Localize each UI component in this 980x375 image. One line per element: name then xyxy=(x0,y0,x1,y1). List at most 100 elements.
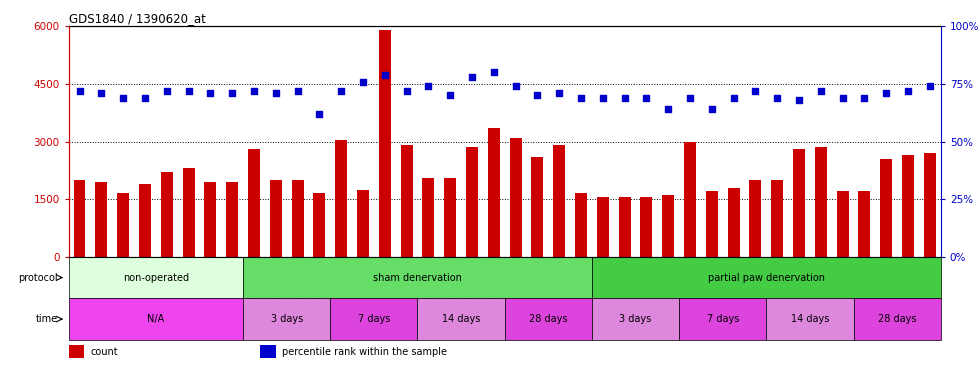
Point xyxy=(813,88,829,94)
Bar xyxy=(592,298,679,340)
Bar xyxy=(505,298,592,340)
Bar xyxy=(243,257,592,298)
Text: 28 days: 28 days xyxy=(878,314,916,324)
Bar xyxy=(118,194,129,257)
Point xyxy=(180,88,196,94)
Bar xyxy=(379,30,391,257)
Point xyxy=(704,106,719,112)
Point xyxy=(552,90,567,96)
Point xyxy=(857,95,872,101)
Bar xyxy=(69,345,84,358)
Point xyxy=(616,95,632,101)
Bar xyxy=(554,146,565,257)
Bar xyxy=(641,197,653,257)
Bar xyxy=(903,155,914,257)
Point xyxy=(442,92,458,98)
Bar xyxy=(575,194,587,257)
Point xyxy=(72,88,87,94)
Point xyxy=(203,90,219,96)
Point xyxy=(748,88,763,94)
Point xyxy=(639,95,655,101)
Point xyxy=(116,95,131,101)
Text: 7 days: 7 days xyxy=(358,314,390,324)
Text: protocol: protocol xyxy=(19,273,58,283)
Bar xyxy=(69,298,243,340)
Text: time: time xyxy=(36,314,58,324)
Bar xyxy=(243,298,330,340)
Point xyxy=(901,88,916,94)
Text: 3 days: 3 days xyxy=(270,314,303,324)
Bar xyxy=(618,197,630,257)
Bar xyxy=(314,194,325,257)
Bar xyxy=(510,138,521,257)
Text: 28 days: 28 days xyxy=(529,314,567,324)
Point xyxy=(420,83,436,89)
Bar xyxy=(924,153,936,257)
Bar xyxy=(750,180,761,257)
Point xyxy=(377,72,393,78)
Point xyxy=(726,95,742,101)
Text: percentile rank within the sample: percentile rank within the sample xyxy=(282,347,447,357)
Bar xyxy=(597,197,609,257)
Bar xyxy=(292,180,304,257)
Bar xyxy=(182,168,194,257)
Point xyxy=(137,95,153,101)
Bar xyxy=(488,128,500,257)
Text: 14 days: 14 days xyxy=(442,314,480,324)
Bar xyxy=(161,172,172,257)
Point xyxy=(878,90,894,96)
Bar xyxy=(837,192,849,257)
Bar xyxy=(69,257,243,298)
Bar xyxy=(679,298,766,340)
Bar xyxy=(858,192,870,257)
Point xyxy=(791,97,807,103)
Bar xyxy=(417,298,505,340)
Bar xyxy=(444,178,456,257)
Text: GDS1840 / 1390620_at: GDS1840 / 1390620_at xyxy=(69,12,206,25)
Point xyxy=(246,88,262,94)
Point xyxy=(573,95,589,101)
Text: 14 days: 14 days xyxy=(791,314,829,324)
Point xyxy=(224,90,240,96)
Text: non-operated: non-operated xyxy=(122,273,189,283)
Point xyxy=(93,90,109,96)
Point xyxy=(268,90,283,96)
Bar xyxy=(815,147,827,257)
Point xyxy=(399,88,415,94)
Point xyxy=(769,95,785,101)
Text: 3 days: 3 days xyxy=(619,314,652,324)
Point xyxy=(922,83,938,89)
Bar xyxy=(880,159,892,257)
Text: N/A: N/A xyxy=(147,314,165,324)
Point xyxy=(508,83,523,89)
Text: sham denervation: sham denervation xyxy=(373,273,462,283)
Bar xyxy=(531,157,543,257)
Bar xyxy=(422,178,434,257)
Bar xyxy=(95,182,107,257)
Bar xyxy=(592,257,941,298)
Bar xyxy=(139,184,151,257)
Bar xyxy=(728,188,740,257)
Point xyxy=(465,74,480,80)
Bar xyxy=(766,298,854,340)
Point xyxy=(159,88,174,94)
Bar xyxy=(248,149,260,257)
Bar xyxy=(270,180,281,257)
Point xyxy=(529,92,545,98)
Bar xyxy=(401,146,413,257)
Text: partial paw denervation: partial paw denervation xyxy=(708,273,825,283)
Bar xyxy=(335,140,347,257)
Text: 7 days: 7 days xyxy=(707,314,739,324)
Point xyxy=(835,95,851,101)
Point xyxy=(333,88,349,94)
Bar xyxy=(330,298,417,340)
Point xyxy=(486,69,502,75)
Bar xyxy=(261,345,276,358)
Bar xyxy=(226,182,238,257)
Bar xyxy=(466,147,478,257)
Bar xyxy=(771,180,783,257)
Bar xyxy=(854,298,941,340)
Bar xyxy=(706,192,717,257)
Point xyxy=(682,95,698,101)
Bar xyxy=(793,149,805,257)
